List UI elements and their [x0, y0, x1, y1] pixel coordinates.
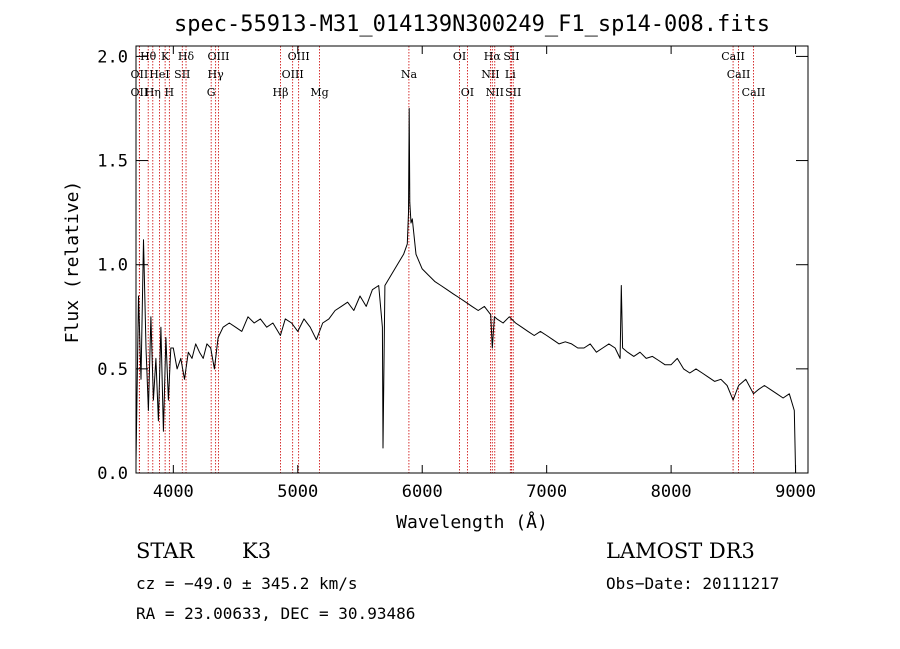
reference-line-label: G — [207, 86, 216, 99]
reference-lines — [138, 46, 754, 473]
plot-frame — [135, 45, 809, 474]
reference-line-label: OIII — [207, 50, 229, 63]
x-tick-label: 9000 — [775, 482, 816, 502]
chart-title: spec-55913-M31_014139N300249_F1_sp14-008… — [174, 12, 770, 37]
x-tick-label: 4000 — [153, 482, 194, 502]
reference-line-label: K — [161, 50, 170, 63]
reference-line-label: Na — [401, 68, 418, 81]
y-tick-label: 1.5 — [97, 152, 128, 172]
reference-line-label: HeI — [149, 68, 169, 81]
redshift-velocity: cz = −49.0 ± 345.2 km/s — [136, 574, 358, 593]
y-tick-label: 2.0 — [97, 47, 128, 67]
reference-line-label: SII — [503, 50, 519, 63]
x-axis-label: Wavelength (Å) — [396, 511, 548, 533]
reference-line-label: CaII — [721, 50, 745, 63]
reference-line-label: OII — [131, 68, 149, 81]
reference-line-labels: Hθ OII OII K HeI Hη SII H Hδ OIII Hγ G OIII OIII Hβ Mg N… — [131, 50, 766, 99]
reference-line-label: Hθ — [140, 50, 157, 63]
spectrum-line — [135, 108, 797, 474]
reference-line-label: Hβ — [273, 86, 289, 99]
reference-line-label: Li — [505, 68, 516, 81]
x-axis-ticks: 4000 5000 6000 7000 8000 9000 — [153, 46, 816, 502]
x-tick-label: 8000 — [651, 482, 692, 502]
object-subclass: K3 — [242, 539, 271, 563]
reference-line-label: Hγ — [208, 68, 225, 81]
y-axis-ticks: 0.0 0.5 1.0 1.5 2.0 — [97, 47, 808, 484]
y-tick-label: 0.0 — [97, 464, 128, 484]
x-tick-label: 7000 — [526, 482, 567, 502]
reference-line-label: OIII — [288, 50, 310, 63]
x-tick-label: 6000 — [402, 482, 443, 502]
reference-line-label: OIII — [282, 68, 304, 81]
reference-line-label: SII — [174, 68, 190, 81]
survey-name: LAMOST DR3 — [606, 539, 755, 563]
reference-line-label: OII — [131, 86, 149, 99]
x-tick-label: 5000 — [277, 482, 318, 502]
reference-line-label: OI — [461, 86, 474, 99]
reference-line-label: Hη — [145, 86, 161, 99]
y-tick-label: 0.5 — [97, 360, 128, 380]
reference-line-label: H — [165, 86, 175, 99]
reference-line-label: Mg — [310, 86, 328, 99]
coordinates: RA = 23.00633, DEC = 30.93486 — [136, 604, 415, 623]
observation-date: Obs−Date: 20111217 — [606, 574, 779, 593]
reference-line-label: Hα — [484, 50, 502, 63]
reference-line-label: CaII — [727, 68, 751, 81]
reference-line-label: Hδ — [178, 50, 195, 63]
y-tick-label: 1.0 — [97, 256, 128, 276]
y-axis-label: Flux (relative) — [62, 181, 83, 344]
reference-line-label: NII — [481, 68, 499, 81]
reference-line-label: CaII — [742, 86, 766, 99]
reference-line-label: SII — [505, 86, 521, 99]
object-class: STAR — [136, 539, 195, 563]
reference-line-label: NII — [486, 86, 504, 99]
reference-line-label: OI — [453, 50, 466, 63]
spectrum-series — [135, 108, 797, 474]
